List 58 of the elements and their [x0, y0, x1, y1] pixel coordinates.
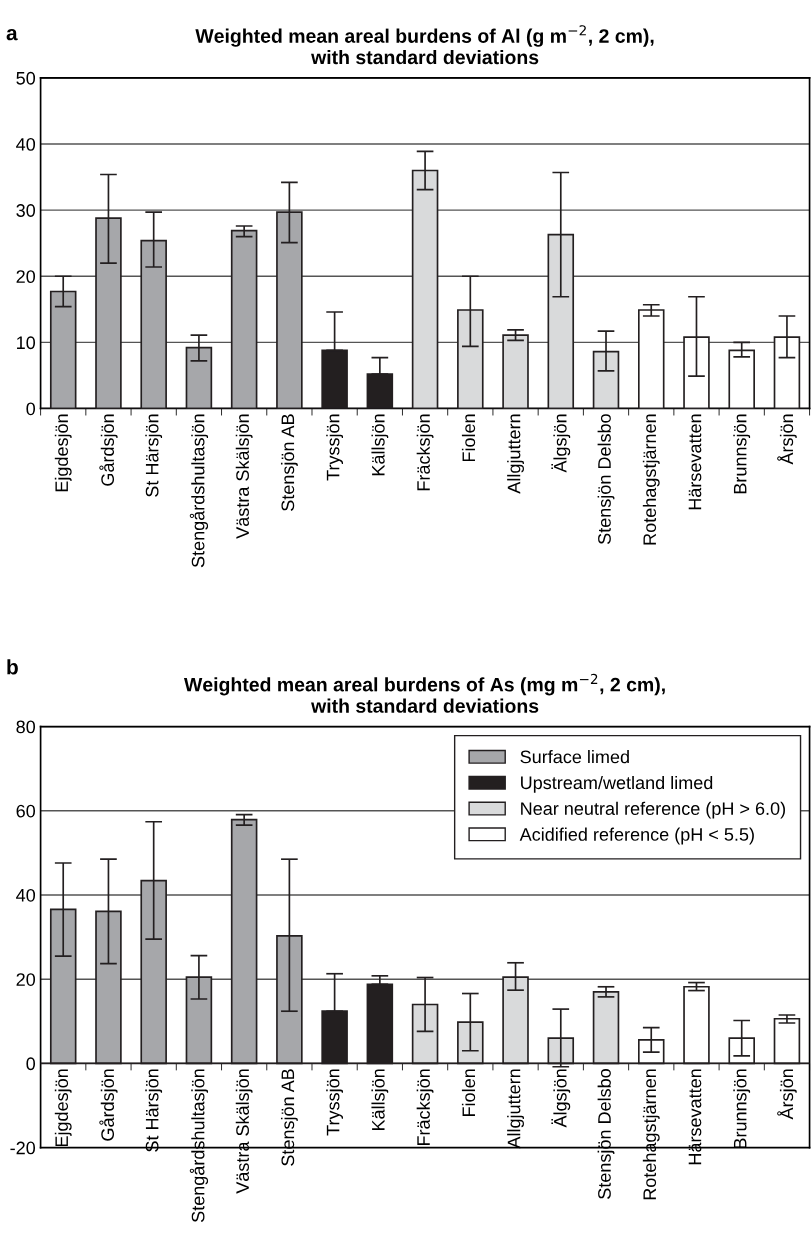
y-tick-label: 40 — [16, 888, 36, 902]
x-tick-label: Härsevatten — [688, 1069, 702, 1165]
bar — [637, 309, 665, 409]
y-tick-label: 0 — [26, 402, 36, 416]
bar — [230, 229, 258, 409]
x-tick-label: Årsjön — [777, 414, 797, 465]
x-tick-label: Stengårdshultasjön — [189, 1069, 209, 1223]
x-tick-label: Västra Skälsjön — [235, 414, 253, 539]
x-tick-label: Källsjön — [371, 1069, 389, 1131]
y-tick-label: 10 — [17, 336, 36, 350]
x-tick-label: Stensjön Delsbo — [597, 1069, 615, 1199]
y-tick-label: 40 — [16, 137, 36, 151]
y-tick-label: 0 — [26, 1057, 36, 1071]
x-tick-label: Stensjön AB — [280, 414, 298, 511]
x-tick-label: Västra Skälsjön — [235, 1069, 253, 1194]
x-tick-label: Tryssjön — [326, 414, 344, 481]
x-tick-label: Brunnsjön — [733, 1069, 751, 1149]
x-tick-label: Gårdsjön — [99, 1069, 118, 1141]
x-tick-label: Stensjön Delsbo — [597, 414, 615, 545]
x-tick-label: Tryssjön — [326, 1069, 344, 1136]
x-tick-label: Rotehagstjärnen — [642, 414, 660, 545]
x-tick-label: Fiolen — [461, 414, 476, 462]
legend-label: Near neutral reference (pH > 6.0) — [521, 801, 785, 819]
x-tick-label: Rotehagstjärnen — [642, 1069, 660, 1200]
x-tick-label: Härsevatten — [688, 414, 702, 510]
x-tick-label: Källsjön — [371, 414, 389, 476]
x-tick-label: St Härsjön — [145, 1069, 163, 1152]
x-tick-label: Fräcksjön — [416, 1069, 434, 1146]
x-tick-label: Stensjön AB — [280, 1069, 298, 1166]
x-tick-label: St Härsjön — [145, 414, 163, 497]
x-tick-label: Årsjön — [777, 1069, 797, 1120]
x-tick-label: Fräcksjön — [416, 414, 434, 491]
legend-label: Acidified reference (pH < 5.5) — [519, 827, 754, 845]
text: b — [7, 659, 18, 675]
y-tick-label: 80 — [16, 720, 36, 734]
y-tick-label: -20 — [10, 1141, 36, 1155]
x-tick-label: Ejgdesjön — [54, 1069, 72, 1147]
x-tick-label: Ejgdesjön — [54, 414, 72, 492]
chart-title: Weighted mean areal burdens of As (mg m$^{−2}$, 2 cm), with standard deviations — [183, 673, 665, 713]
x-tick-label: Stengårdshultasjön — [189, 414, 209, 568]
y-tick-label: 50 — [16, 71, 36, 85]
x-tick-label: Gårdsjön — [99, 414, 118, 486]
x-tick-label: Älgsjön — [551, 1069, 571, 1128]
x-tick-label: Fiolen — [461, 1069, 476, 1116]
y-tick-label: 20 — [16, 270, 36, 284]
bar — [366, 373, 394, 409]
chart-title: Weighted mean areal burdens of Al (g m$^{−2}$, 2 cm), with standard deviations — [195, 25, 654, 65]
x-tick-label: Allgjuttern — [507, 414, 524, 494]
y-tick-label: 20 — [16, 973, 36, 986]
legend-label: Surface limed — [520, 750, 629, 764]
x-tick-label: Älgsjön — [551, 414, 571, 473]
x-tick-label: Allgjuttern — [507, 1069, 524, 1149]
y-tick-label: 60 — [16, 804, 36, 818]
legend-label: Upstream/wetland limed — [521, 775, 713, 793]
text: a — [6, 28, 18, 41]
x-tick-label: Brunnsjön — [733, 414, 751, 494]
bar — [502, 334, 529, 409]
y-tick-label: 30 — [16, 204, 36, 217]
